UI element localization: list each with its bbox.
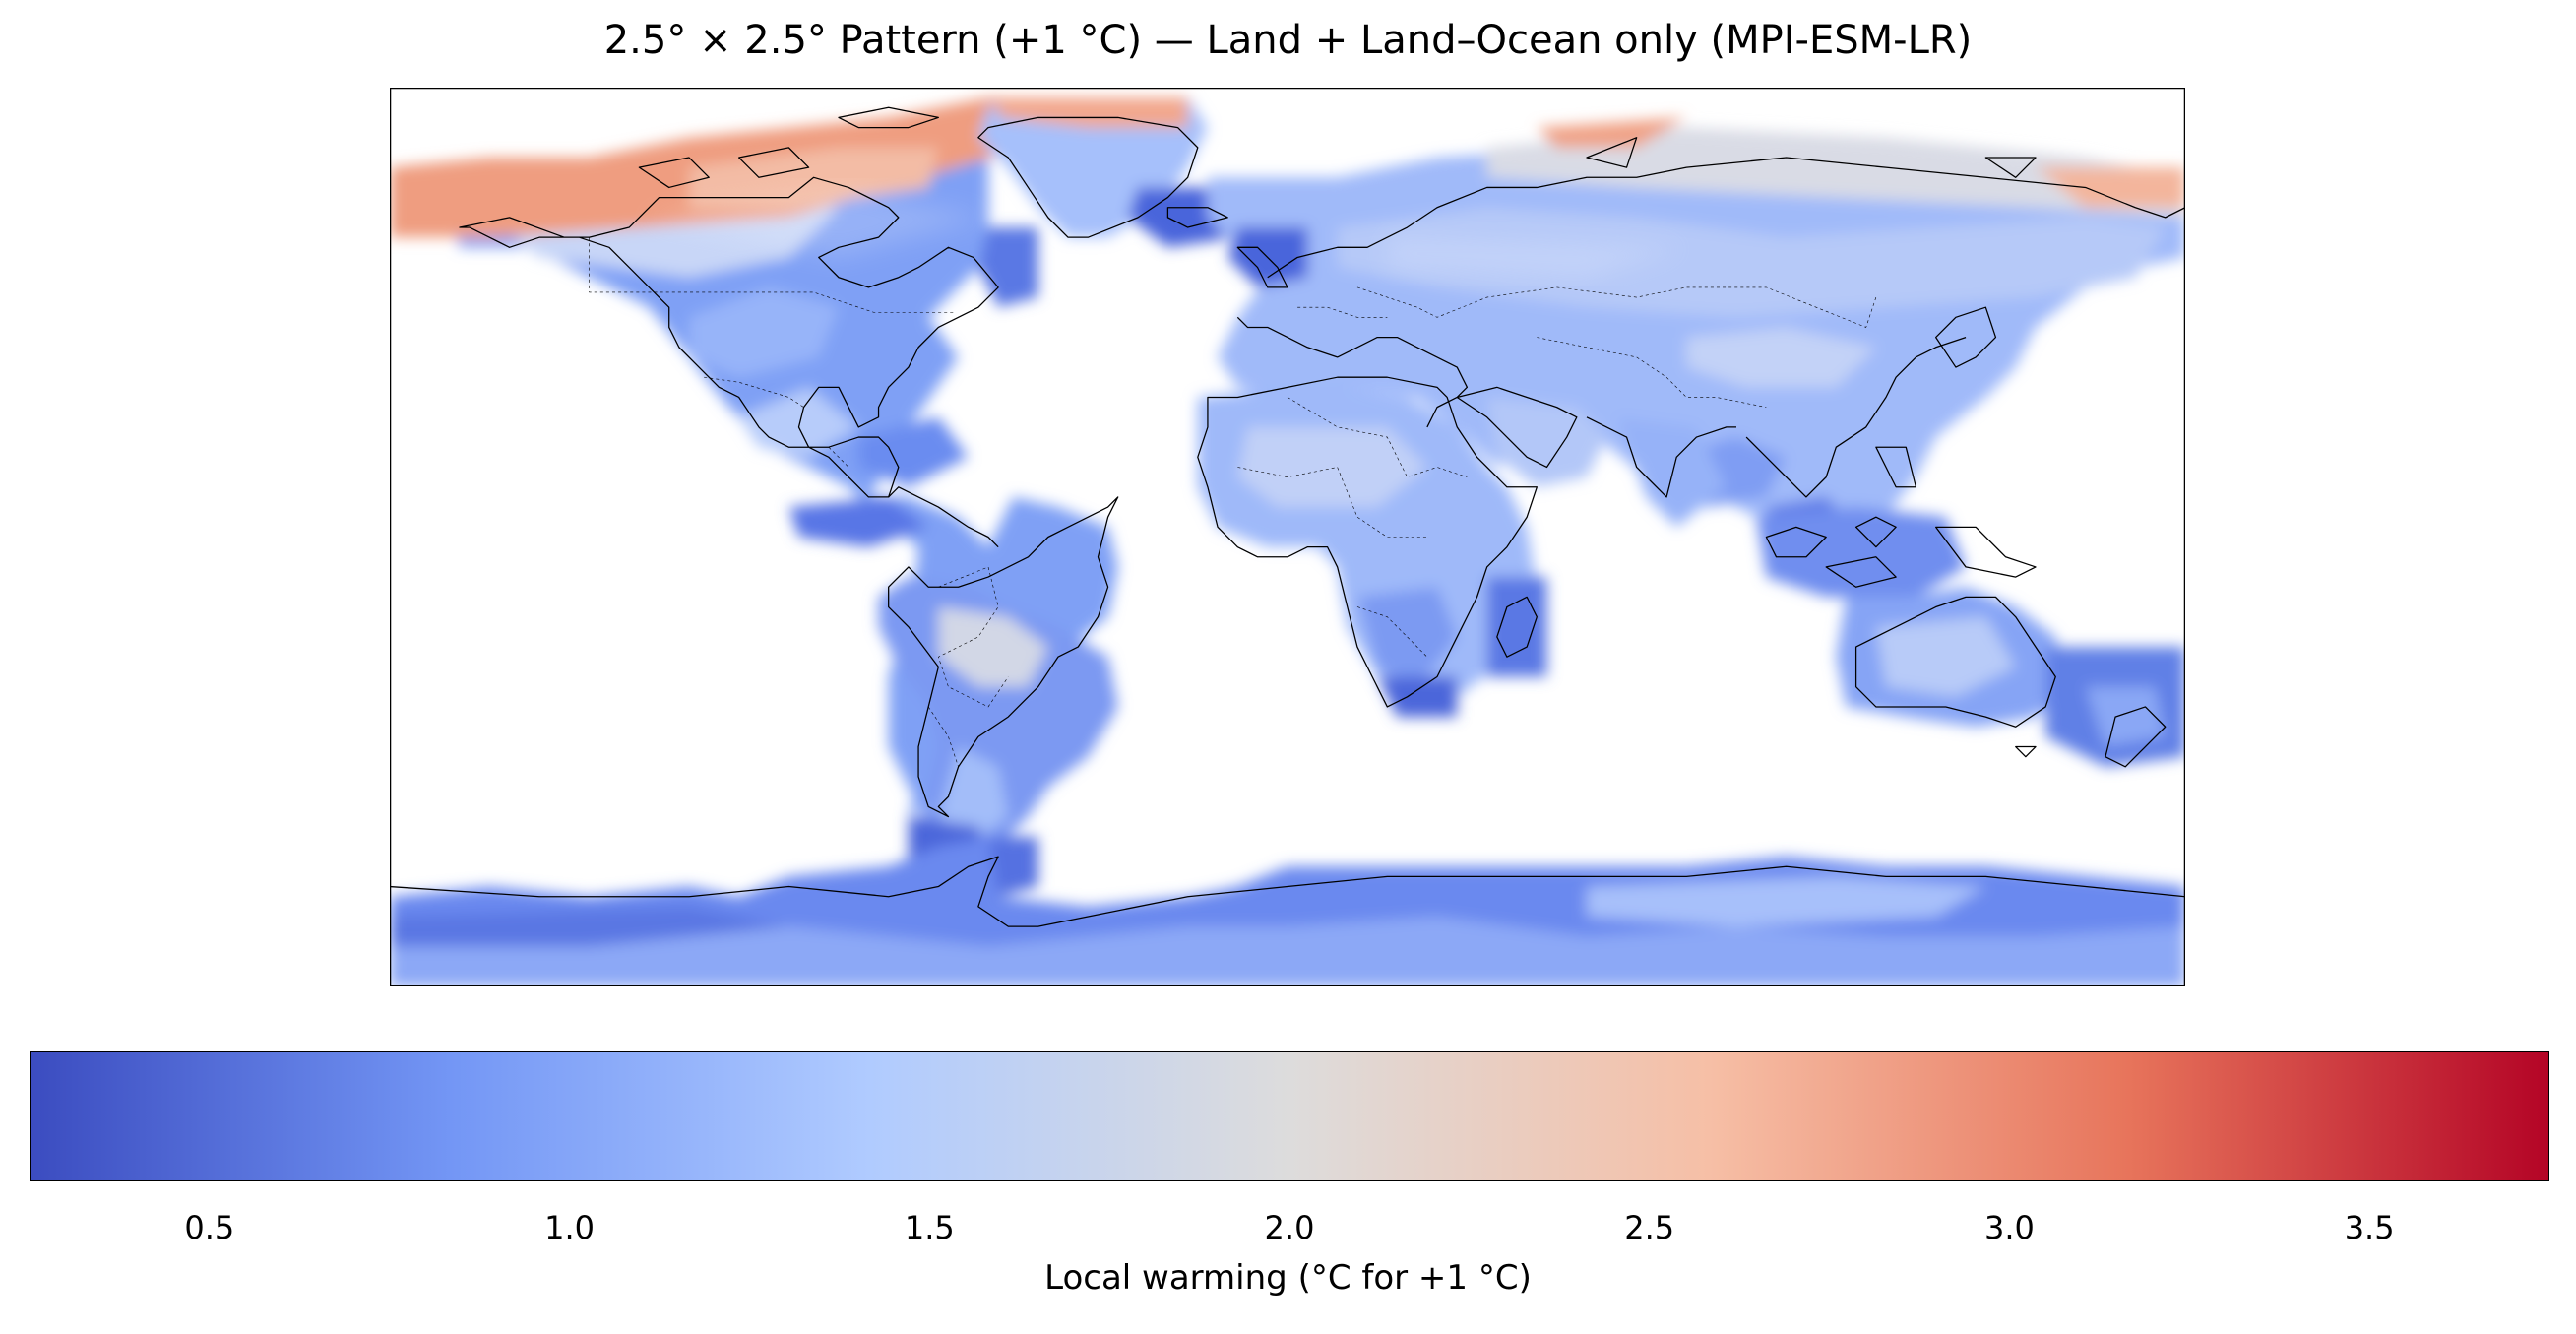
colorbar-svg: [29, 1050, 2550, 1191]
warming-field: [390, 97, 2185, 986]
grid-cell-texture: [639, 187, 1687, 278]
map-panel: [390, 88, 2185, 986]
colorbar-label: Local warming (°C for +1 °C): [1044, 1258, 1532, 1298]
colorbar-tick-label: 1.5: [904, 1209, 955, 1246]
colorbar-tick-label: 1.0: [544, 1209, 596, 1246]
colorbar-tick-label: 0.5: [184, 1209, 235, 1246]
chart-title: 2.5° × 2.5° Pattern (+1 °C) — Land + Lan…: [603, 18, 1973, 63]
colorbar: [29, 1050, 2550, 1191]
colorbar-fill: [29, 1050, 2550, 1182]
colorbar-tick-label: 3.0: [1983, 1209, 2035, 1246]
colorbar-tick-label: 2.5: [1624, 1209, 1675, 1246]
colorbar-tick-label: 2.0: [1264, 1209, 1315, 1246]
colorbar-tick-label: 3.5: [2344, 1209, 2395, 1246]
coastlines: [390, 106, 2185, 927]
world-map: [390, 88, 2185, 986]
